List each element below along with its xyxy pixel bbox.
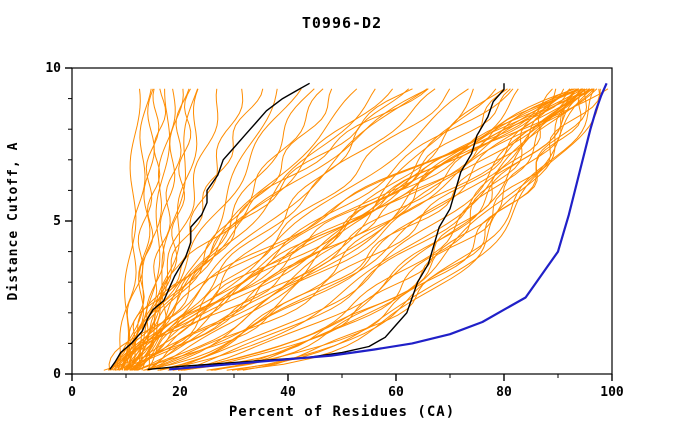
model-curve bbox=[130, 88, 580, 371]
model-curve bbox=[226, 88, 601, 371]
y-axis-label: Distance Cutoff, A bbox=[6, 141, 21, 301]
model-curve bbox=[112, 88, 571, 371]
model-curve bbox=[126, 88, 199, 371]
model-curve bbox=[126, 88, 583, 371]
model-curve bbox=[124, 88, 219, 371]
x-tick-label: 20 bbox=[172, 385, 188, 400]
y-tick-label: 5 bbox=[53, 214, 61, 229]
model-curve bbox=[123, 88, 167, 371]
model-curve bbox=[119, 88, 141, 371]
model-curve bbox=[181, 88, 601, 371]
model-curve bbox=[231, 88, 595, 371]
model-curve bbox=[103, 88, 553, 371]
model-curve bbox=[136, 88, 578, 371]
model-curve bbox=[129, 88, 574, 371]
model-curve bbox=[134, 88, 594, 371]
model-curve bbox=[147, 88, 511, 371]
model-curve bbox=[108, 88, 576, 371]
model-curve bbox=[126, 88, 184, 371]
y-tick-label: 0 bbox=[53, 367, 61, 382]
model-curve bbox=[214, 88, 593, 371]
model-curve bbox=[130, 88, 598, 371]
model-curve bbox=[206, 88, 588, 371]
x-tick-label: 40 bbox=[280, 385, 296, 400]
model-curve bbox=[129, 88, 199, 371]
model-curve bbox=[117, 88, 152, 371]
model-curve bbox=[141, 88, 192, 371]
model-curve bbox=[242, 88, 585, 371]
model-curve bbox=[137, 88, 609, 371]
model-curve bbox=[180, 88, 591, 371]
model-curve bbox=[121, 88, 302, 371]
model-curve bbox=[142, 88, 582, 371]
x-tick-label: 0 bbox=[68, 385, 76, 400]
model-curve bbox=[211, 88, 588, 371]
model-curve bbox=[136, 88, 591, 371]
y-tick-label: 10 bbox=[45, 61, 61, 76]
model-curve bbox=[177, 88, 590, 371]
model-curve bbox=[147, 88, 584, 371]
x-axis-label: Percent of Residues (CA) bbox=[228, 404, 456, 420]
x-tick-label: 60 bbox=[388, 385, 404, 400]
model-curve bbox=[129, 88, 324, 371]
model-curve bbox=[108, 88, 160, 371]
model-curve bbox=[123, 88, 505, 371]
model-curve bbox=[167, 88, 594, 371]
model-curve bbox=[116, 88, 429, 371]
best-model-blue-curve bbox=[169, 82, 608, 371]
x-tick-label: 80 bbox=[496, 385, 512, 400]
model-curve bbox=[147, 88, 474, 371]
model-curve bbox=[146, 88, 410, 371]
x-tick-label: 100 bbox=[600, 385, 624, 400]
model-curve bbox=[159, 88, 595, 371]
highlight-model-1-curve bbox=[109, 82, 310, 370]
chart-title: T0996-D2 bbox=[301, 14, 383, 32]
model-curve bbox=[121, 88, 244, 371]
model-curve bbox=[131, 88, 514, 371]
model-curve bbox=[116, 88, 413, 371]
model-curve bbox=[125, 88, 428, 371]
model-curve bbox=[126, 88, 393, 371]
model-curve bbox=[183, 88, 572, 371]
model-curve bbox=[107, 88, 264, 371]
model-curve bbox=[134, 88, 588, 371]
